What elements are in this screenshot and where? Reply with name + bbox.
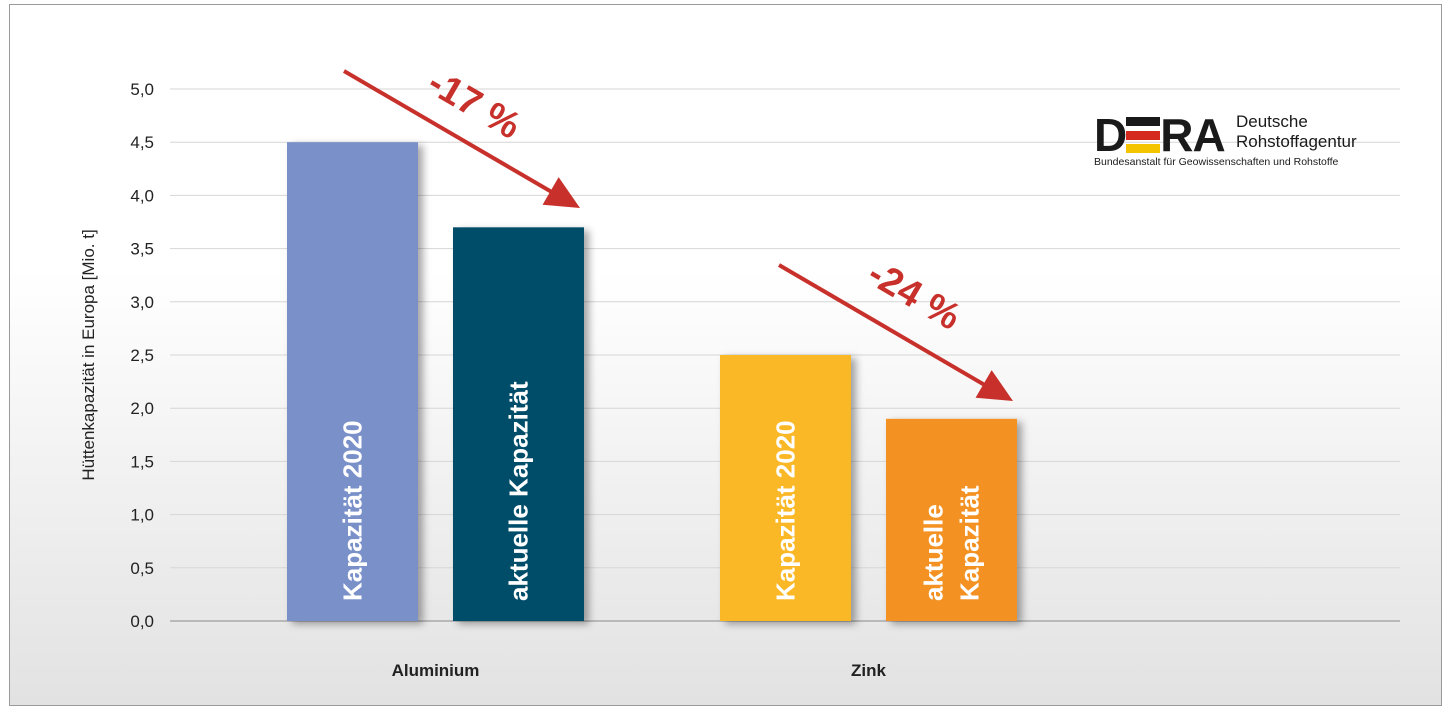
bar — [287, 142, 418, 621]
bar-labels: Kapazität 2020 aktuelle Kapazität Kapazitä… — [338, 381, 985, 601]
y-tick-label: 2,5 — [130, 346, 154, 365]
y-tick-label: 5,0 — [130, 80, 154, 99]
dera-logo-subtitle: Bundesanstalt für Geowissenschaften und … — [1094, 156, 1339, 168]
bar-label: Kapazität 2020 — [771, 420, 801, 601]
y-tick-labels: 0,0 0,5 1,0 1,5 2,0 2,5 3,0 3,5 4,0 4,5 5,0 — [130, 80, 154, 631]
bar-label: aktuelle Kapazität — [504, 381, 534, 601]
category-labels: Aluminium Zink — [392, 661, 887, 680]
bar-label: Kapazität — [955, 485, 985, 601]
category-label: Zink — [851, 661, 886, 680]
change-arrow — [777, 263, 997, 393]
bar — [886, 418, 1017, 621]
y-tick-label: 0,0 — [130, 612, 154, 631]
change-percentage: -24 % — [861, 253, 968, 339]
bar-label: Kapazität 2020 — [338, 420, 368, 601]
y-axis-label: Hüttenkapazität in Europa [Mio. t] — [79, 229, 98, 480]
y-tick-label: 2,0 — [130, 399, 154, 418]
y-tick-label: 4,5 — [130, 133, 154, 152]
y-tick-label: 3,0 — [130, 293, 154, 312]
bar — [720, 355, 851, 621]
change-percentage: -17 % — [421, 62, 528, 148]
change-arrowhead — [542, 177, 580, 208]
dera-logo: D RA Deutsche Rohstoffagentur Bundesansta… — [1094, 112, 1394, 172]
category-label: Aluminium — [392, 661, 480, 680]
change-arrow — [342, 69, 564, 200]
y-tick-label: 0,5 — [130, 559, 154, 578]
y-tick-label: 1,5 — [130, 452, 154, 471]
y-tick-label: 3,5 — [130, 240, 154, 259]
bar — [453, 227, 584, 621]
dera-logo-name: Deutsche Rohstoffagentur — [1236, 112, 1357, 151]
dera-logo-mark: D RA — [1094, 109, 1226, 161]
y-tick-label: 1,0 — [130, 506, 154, 525]
y-tick-label: 4,0 — [130, 186, 154, 205]
dera-logo-e-icon — [1126, 117, 1161, 153]
change-arrowhead — [975, 370, 1013, 401]
bars — [287, 142, 1017, 621]
bar-label: aktuelle — [919, 504, 949, 601]
change-arrows: -17 % -24 % — [342, 62, 1013, 401]
